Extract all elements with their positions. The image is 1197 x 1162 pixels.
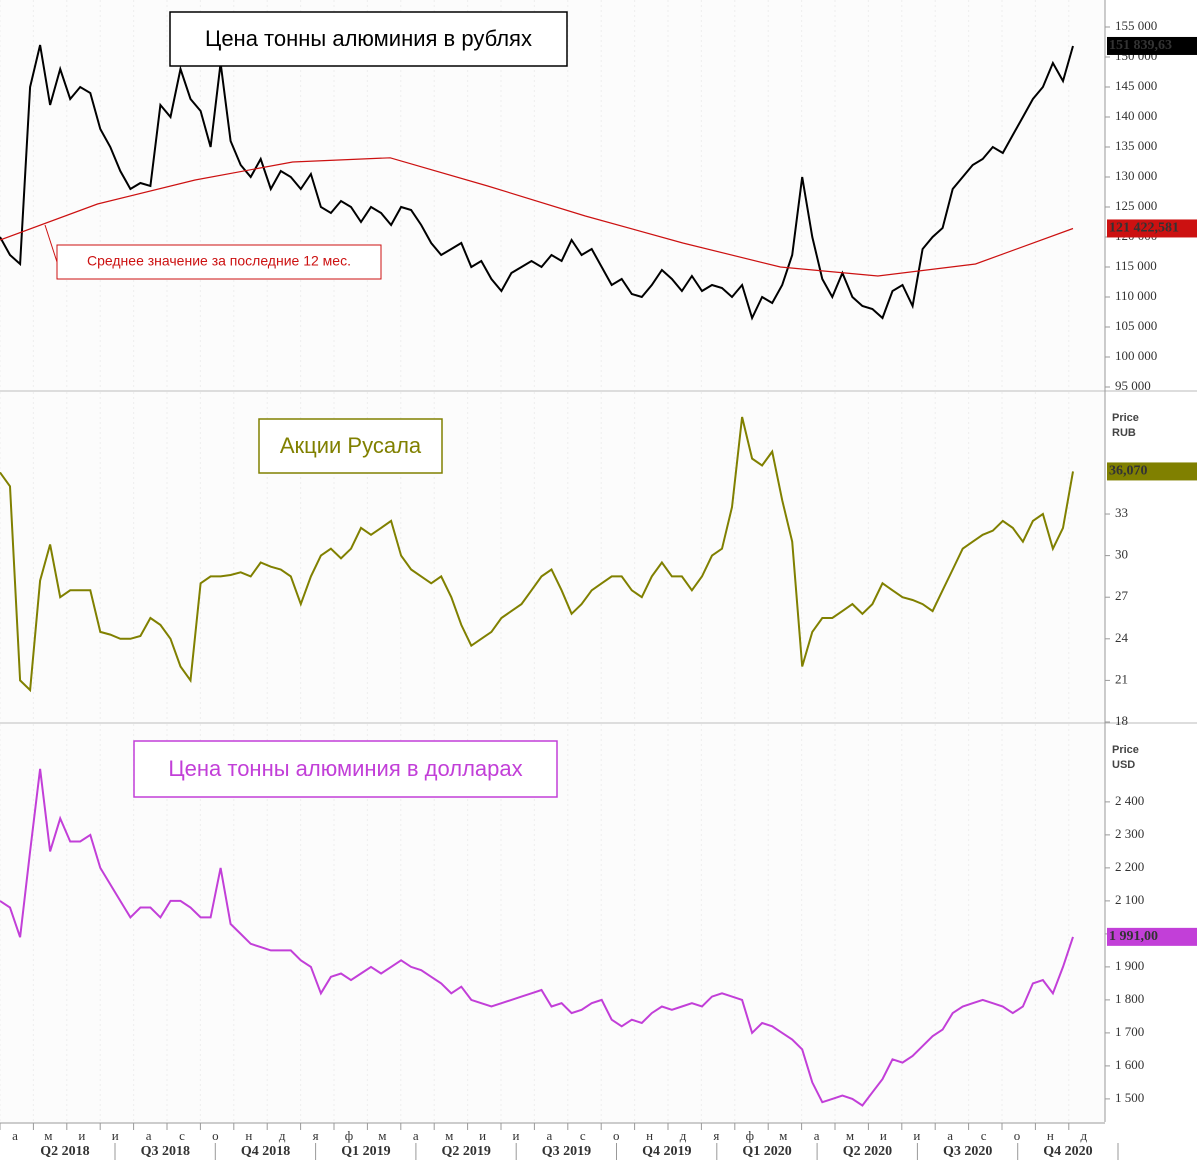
y-tick-label: 100 000: [1115, 348, 1157, 363]
x-tick-label: ф: [746, 1128, 754, 1143]
y-tick-label: 145 000: [1115, 78, 1157, 93]
x-tick-label: и: [880, 1128, 887, 1143]
x-tick-label: и: [913, 1128, 920, 1143]
quarter-label: Q1 2019: [341, 1144, 390, 1159]
x-tick-label: н: [1047, 1128, 1054, 1143]
title-box: [133, 740, 558, 798]
data-line: [0, 416, 1074, 693]
y-tick-label: 2 100: [1115, 892, 1144, 907]
y-tick-label: 24: [1115, 630, 1129, 645]
y-tick-label: 18: [1115, 713, 1128, 728]
x-tick-label: и: [513, 1128, 520, 1143]
x-tick-label: и: [78, 1128, 85, 1143]
x-tick-label: н: [245, 1128, 252, 1143]
y-tick-label: 1 700: [1115, 1024, 1144, 1039]
y-tick-label: 1 900: [1115, 958, 1144, 973]
x-tick-label: м: [445, 1128, 453, 1143]
y-tick-label: 2 200: [1115, 859, 1144, 874]
y-tick-label: 27: [1115, 588, 1129, 603]
data-line: [0, 157, 1074, 277]
x-tick-label: д: [1080, 1128, 1087, 1143]
x-tick-label: я: [713, 1128, 719, 1143]
x-tick-label: м: [846, 1128, 854, 1143]
quarter-label: Q4 2020: [1043, 1144, 1092, 1159]
quarter-label: Q2 2018: [40, 1144, 89, 1159]
x-tick-label: а: [947, 1128, 953, 1143]
x-tick-label: я: [313, 1128, 319, 1143]
quarter-label: Q2 2019: [442, 1144, 491, 1159]
y-tick-label: 135 000: [1115, 138, 1157, 153]
panel-title: Цена тонны алюминия в долларах: [168, 756, 522, 781]
x-tick-label: а: [146, 1128, 152, 1143]
y-axis-label: Price: [1112, 412, 1139, 424]
data-line: [0, 44, 1074, 321]
y-tick-label: 105 000: [1115, 318, 1157, 333]
x-tick-label: а: [12, 1128, 18, 1143]
panel-title: Акции Русала: [280, 433, 422, 458]
quarter-label: Q3 2020: [943, 1144, 992, 1159]
x-tick-label: о: [1014, 1128, 1021, 1143]
quarter-label: Q4 2019: [642, 1144, 691, 1159]
y-tick-label: 140 000: [1115, 108, 1157, 123]
x-tick-label: с: [179, 1128, 185, 1143]
x-tick-label: д: [680, 1128, 687, 1143]
x-tick-label: с: [981, 1128, 987, 1143]
end-value-box: [1107, 462, 1197, 481]
x-tick-label: д: [279, 1128, 286, 1143]
end-value-box: [1107, 219, 1197, 238]
y-tick-label: 95 000: [1115, 378, 1151, 393]
x-tick-label: а: [547, 1128, 553, 1143]
y-tick-label: 1 800: [1115, 991, 1144, 1006]
x-tick-label: и: [479, 1128, 486, 1143]
y-tick-label: 125 000: [1115, 198, 1157, 213]
quarter-label: Q3 2018: [141, 1144, 190, 1159]
quarter-label: Q4 2018: [241, 1144, 290, 1159]
y-tick-label: 1 600: [1115, 1057, 1144, 1072]
y-tick-label: 30: [1115, 547, 1128, 562]
y-tick-label: 115 000: [1115, 258, 1157, 273]
panel-background: [0, 392, 1105, 722]
end-value-label: 36,070: [1109, 464, 1148, 479]
x-tick-label: о: [212, 1128, 219, 1143]
y-axis-label: Price: [1112, 744, 1139, 756]
panel-title: Цена тонны алюминия в рублях: [205, 26, 532, 51]
quarter-label: Q1 2020: [742, 1144, 791, 1159]
x-tick-label: а: [814, 1128, 820, 1143]
x-tick-label: и: [112, 1128, 119, 1143]
title-box: [169, 11, 568, 67]
end-value-label: 1 991,00: [1109, 929, 1158, 944]
end-value-box: [1107, 927, 1197, 946]
y-tick-label: 130 000: [1115, 168, 1157, 183]
y-tick-label: 155 000: [1115, 18, 1157, 33]
x-tick-label: н: [646, 1128, 653, 1143]
x-tick-label: о: [613, 1128, 620, 1143]
x-tick-label: м: [779, 1128, 787, 1143]
quarter-label: Q3 2019: [542, 1144, 591, 1159]
y-tick-label: 1 500: [1115, 1090, 1144, 1105]
x-tick-label: м: [378, 1128, 386, 1143]
title-box: [258, 418, 443, 474]
end-value-label: 121 422,581: [1109, 221, 1179, 236]
annotation-box: [56, 244, 382, 280]
data-line: [0, 768, 1074, 1107]
annotation: Среднее значение за последние 12 мес.: [87, 253, 351, 269]
y-axis-label: USD: [1112, 759, 1135, 771]
quarter-label: Q2 2020: [843, 1144, 892, 1159]
x-tick-label: ф: [345, 1128, 353, 1143]
y-tick-label: 2 300: [1115, 826, 1144, 841]
x-tick-label: с: [580, 1128, 586, 1143]
y-tick-label: 21: [1115, 671, 1128, 686]
x-tick-label: а: [413, 1128, 419, 1143]
end-value-label: 151 839,63: [1109, 38, 1172, 53]
y-axis-label: RUB: [1112, 427, 1136, 439]
x-tick-label: м: [44, 1128, 52, 1143]
annotation-leader: [44, 224, 58, 263]
y-tick-label: 2 400: [1115, 793, 1144, 808]
end-value-box: [1107, 36, 1197, 55]
y-tick-label: 33: [1115, 505, 1128, 520]
y-tick-label: 110 000: [1115, 288, 1157, 303]
